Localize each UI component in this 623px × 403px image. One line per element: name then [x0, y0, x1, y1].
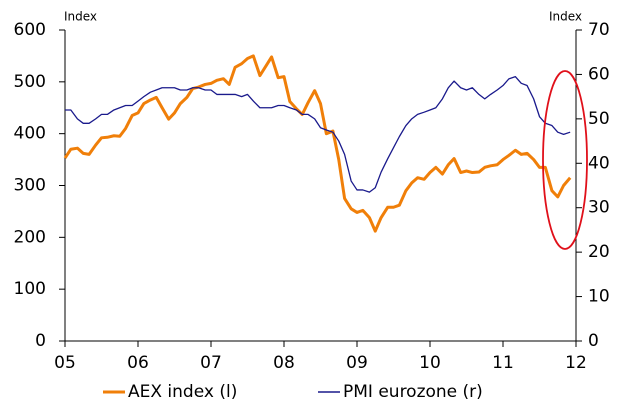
highlight-ellipse — [542, 70, 588, 250]
y2-tick-label: 30 — [588, 198, 610, 218]
x-tick-label: 11 — [492, 353, 514, 373]
y2-tick-label: 20 — [588, 242, 610, 262]
y-tick-label: 0 — [35, 331, 46, 351]
x-tick-label: 08 — [273, 353, 295, 373]
y-axis-label: Index — [64, 10, 97, 24]
y-tick-label: 500 — [14, 72, 46, 92]
y-tick-label: 400 — [14, 124, 46, 144]
y2-tick-label: 50 — [588, 109, 610, 129]
x-tick-label: 07 — [200, 353, 222, 373]
legend-label: PMI eurozone (r) — [343, 382, 483, 402]
x-tick-label: 12 — [565, 353, 587, 373]
y2-tick-label: 60 — [588, 64, 610, 84]
y2-tick-label: 0 — [588, 331, 599, 351]
y2-tick-label: 10 — [588, 287, 610, 307]
x-tick-label: 10 — [419, 353, 441, 373]
series-line — [65, 76, 571, 193]
x-tick-label: 05 — [54, 353, 76, 373]
y2-axis-label: Index — [549, 10, 582, 24]
y-tick-label: 300 — [14, 176, 46, 196]
y-tick-label: 200 — [14, 227, 46, 247]
y2-tick-label: 40 — [588, 153, 610, 173]
y-tick-label: 600 — [14, 20, 46, 40]
y-tick-label: 100 — [14, 279, 46, 299]
series-line — [63, 54, 572, 233]
y2-tick-label: 70 — [588, 20, 610, 40]
legend-label: AEX index (l) — [128, 382, 237, 402]
x-tick-label: 09 — [346, 353, 368, 373]
x-tick-label: 06 — [127, 353, 149, 373]
